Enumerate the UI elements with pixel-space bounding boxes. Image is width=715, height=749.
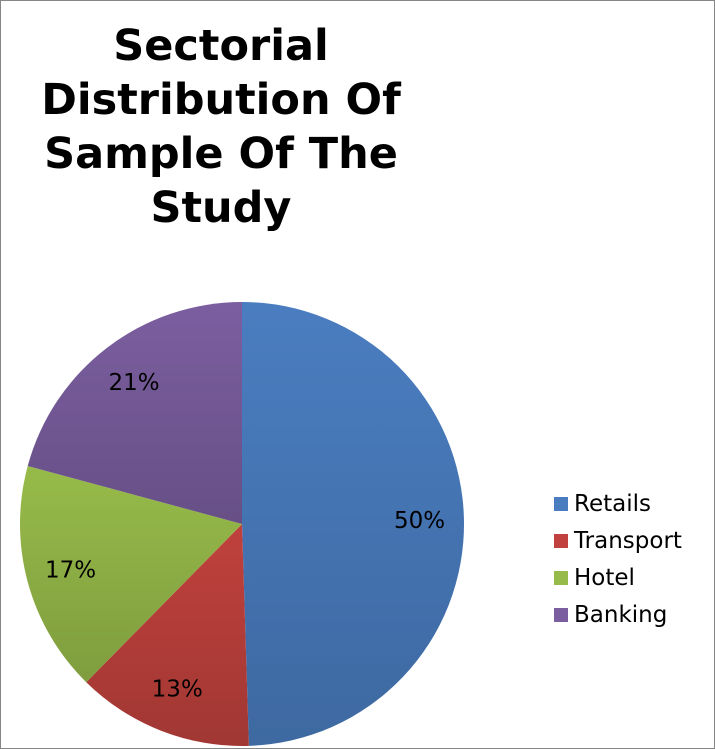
legend-swatch	[554, 533, 568, 548]
legend-swatch	[554, 607, 568, 622]
chart-title: Sectorial Distribution Of Sample Of The …	[41, 21, 401, 233]
legend-swatch	[554, 570, 568, 585]
pie-slice-transport	[86, 524, 249, 747]
legend-swatch	[554, 496, 568, 511]
legend-item-transport: Transport	[554, 522, 682, 559]
legend-label: Transport	[574, 527, 682, 554]
legend-item-hotel: Hotel	[554, 559, 682, 596]
legend-label: Hotel	[574, 564, 635, 591]
pie-slice-hotel	[19, 465, 242, 683]
data-label-transport: 13%	[152, 676, 203, 702]
legend-label: Banking	[574, 601, 668, 628]
legend-item-banking: Banking	[554, 596, 682, 633]
legend-label: Retails	[574, 490, 651, 517]
legend-item-retails: Retails	[554, 485, 682, 522]
data-label-banking: 21%	[109, 370, 160, 396]
data-label-retails: 50%	[394, 508, 445, 534]
chart-legend: Retails Transport Hotel Banking	[554, 485, 682, 633]
pie-slice-banking	[27, 302, 242, 524]
data-label-hotel: 17%	[45, 557, 96, 583]
pie-slice-retails	[242, 302, 465, 746]
